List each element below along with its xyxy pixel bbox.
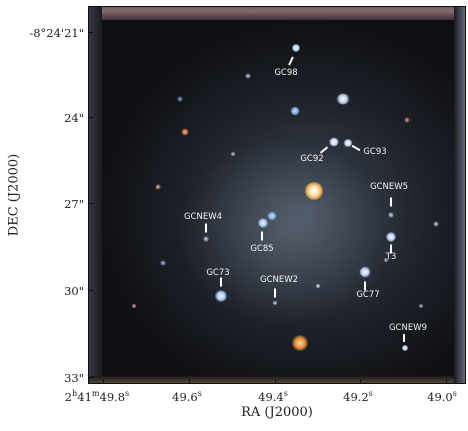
- field-star: [404, 117, 410, 123]
- field-star: [292, 335, 308, 351]
- field-star: [290, 106, 300, 116]
- source-gcnew2-label: GCNEW2: [259, 275, 299, 285]
- y-tick-mark: [88, 203, 93, 204]
- y-tick-label: 30": [64, 284, 84, 298]
- source-gcnew4-pointer: [205, 223, 207, 233]
- source-gcnew5-pointer: [390, 197, 392, 207]
- y-tick-mark: [88, 32, 93, 33]
- x-tick-label: 49.0s: [427, 389, 457, 404]
- source-gc77-pointer: [364, 281, 366, 291]
- source-gcnew9-pointer: [403, 334, 405, 342]
- field-star: [181, 128, 189, 136]
- y-tick-mark: [88, 117, 93, 118]
- field-star: [315, 283, 321, 289]
- source-gcnew2-star: [272, 300, 278, 306]
- source-gcnew9-label: GCNEW9: [388, 323, 428, 333]
- x-tick-mark: [103, 379, 104, 384]
- y-tick-label: 24": [64, 111, 84, 125]
- source-gc93-pointer: [351, 144, 361, 152]
- source-gcnew2-pointer: [274, 288, 276, 298]
- y-tick-label: -8°24'21": [29, 26, 84, 40]
- field-star: [267, 211, 277, 221]
- source-t3-label: T3: [385, 252, 397, 262]
- source-gc92-label: GC92: [300, 154, 324, 164]
- source-gcnew4-star: [203, 236, 209, 242]
- field-star: [230, 151, 236, 157]
- x-tick-mark: [275, 379, 276, 384]
- field-star: [245, 73, 251, 79]
- x-tick-label: 49.2s: [343, 389, 373, 404]
- field-star: [160, 260, 166, 266]
- source-gc73-label: GC73: [206, 268, 230, 278]
- source-gc92-star: [329, 137, 339, 147]
- field-star: [433, 221, 439, 227]
- y-axis-label: DEC (J2000): [6, 153, 22, 237]
- x-tick-mark: [360, 379, 361, 384]
- sky-image: GC98 GC92 GC93 GCNEW5 GCNEW4 GC85 T3 GC7…: [88, 6, 466, 384]
- field-star: [177, 96, 183, 102]
- source-t3-pointer: [390, 244, 392, 254]
- source-gc93-label: GC93: [363, 147, 387, 157]
- image-bottom-edge: [88, 376, 466, 384]
- source-gc92-pointer: [319, 146, 329, 154]
- y-tick-mark: [88, 290, 93, 291]
- x-axis-label: RA (J2000): [241, 405, 313, 420]
- field-star: [336, 93, 350, 105]
- ra-seconds-unit: s: [125, 389, 130, 398]
- source-gc98-label: GC98: [274, 68, 298, 78]
- source-t3-star: [386, 232, 396, 242]
- x-tick-mark: [189, 379, 190, 384]
- y-tick-label: 27": [64, 197, 84, 211]
- y-tick-label: 33": [64, 371, 84, 385]
- ra-minutes-unit: m: [91, 389, 100, 398]
- ra-hours-unit: h: [72, 389, 78, 398]
- x-tick-mark: [446, 379, 447, 384]
- source-gc98-pointer: [288, 56, 294, 66]
- x-tick-label-first: 2h41m49.8s: [65, 389, 129, 404]
- source-gcnew5-label: GCNEW5: [369, 182, 409, 192]
- source-gc73-star: [215, 290, 227, 302]
- field-star: [131, 303, 137, 309]
- source-gcnew5-star: [388, 212, 394, 218]
- field-star: [155, 184, 161, 190]
- ra-seconds: 49.8: [99, 389, 126, 404]
- source-gc93-star: [343, 139, 353, 147]
- ra-minutes: 41: [77, 389, 92, 404]
- source-gcnew4-label: GCNEW4: [183, 212, 223, 222]
- field-star: [305, 182, 323, 200]
- x-tick-label: 49.4s: [258, 389, 288, 404]
- image-left-edge: [88, 6, 102, 384]
- field-star: [383, 257, 389, 263]
- source-gc77-label: GC77: [356, 290, 380, 300]
- x-tick-label: 49.6s: [172, 389, 202, 404]
- source-gc77-star: [359, 266, 371, 278]
- y-tick-mark: [88, 377, 93, 378]
- source-gcnew9-star: [402, 345, 408, 351]
- ra-hours: 2: [64, 389, 73, 404]
- source-gc98-star: [292, 44, 300, 52]
- field-star: [418, 303, 424, 309]
- source-gc85-pointer: [261, 231, 263, 241]
- source-gc73-pointer: [220, 277, 222, 287]
- source-gc85-star: [258, 218, 268, 228]
- source-gc85-label: GC85: [250, 244, 274, 254]
